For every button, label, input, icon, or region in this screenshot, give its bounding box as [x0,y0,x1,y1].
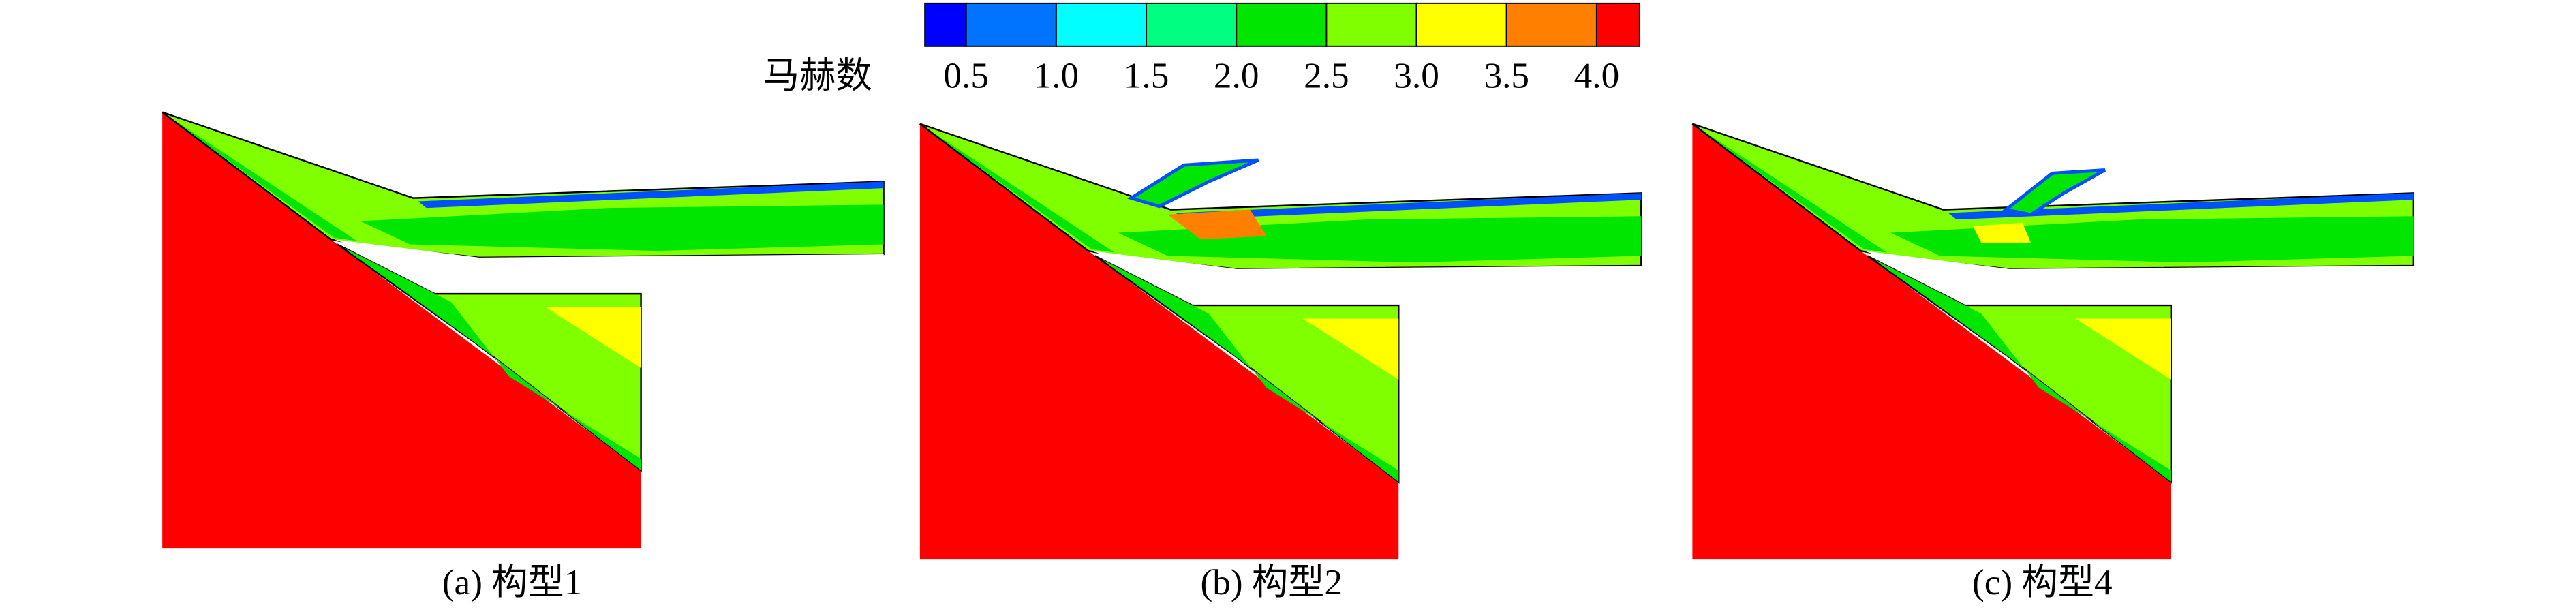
colorbar-swatch [1595,2,1640,47]
colorbar-tick-label: 1.5 [1124,55,1169,95]
colorbar-swatch [1415,2,1507,47]
caption: (b) 构型2 [1200,562,1343,602]
colorbar-tick-label: 2.0 [1214,55,1259,95]
colorbar-tick-label: 1.0 [1034,55,1079,95]
colorbar-tick-label: 2.5 [1304,55,1349,95]
colorbar-swatch [965,2,1057,47]
colorbar: 0.5 1.0 1.5 2.0 2.5 3.0 3.5 4.0 [924,2,1640,95]
colorbar-swatch [924,2,967,47]
panel-c [1691,123,2415,561]
colorbar-swatch [1236,2,1328,47]
colorbar-tick-label: 3.5 [1484,55,1529,95]
caption: (c) 构型4 [1972,562,2113,602]
colorbar-swatch [1505,2,1597,47]
colorbar-tick-label: 3.0 [1394,55,1439,95]
colorbar-label: 马赫数 [763,55,872,95]
colorbar-swatch [1055,2,1148,47]
colorbar-swatch [1325,2,1417,47]
panel-b [919,123,1642,561]
colorbar-tick-label: 4.0 [1574,55,1620,95]
panel-a [161,111,885,549]
colorbar-tick-label: 0.5 [943,55,989,95]
caption: (a) 构型1 [442,562,583,602]
colorbar-swatch [1146,2,1238,47]
